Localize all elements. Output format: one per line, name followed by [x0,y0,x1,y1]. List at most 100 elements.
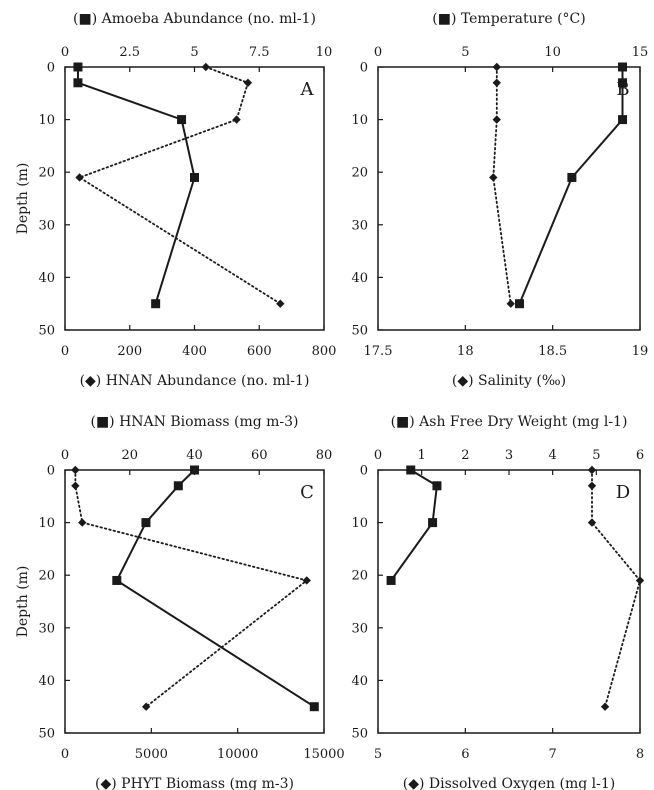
bottom-tick-label: 6 [461,747,469,762]
panel-letter: D [616,482,630,503]
top-tick-label: 20 [121,448,138,463]
top-tick-label: 10 [316,45,333,60]
top-axis-label: (■) HNAN Biomass (mg m-3) [90,414,298,430]
top-tick-label: 10 [544,45,561,60]
square-marker [386,575,396,585]
y-tick-label: 30 [38,218,55,233]
top-tick-label: 0 [61,45,69,60]
square-marker [567,172,577,182]
series-line-squares [390,469,438,582]
top-tick-label: 80 [316,448,333,463]
y-tick-label: 10 [351,113,368,128]
plot-frame [377,66,641,331]
y-tick-label: 10 [38,113,55,128]
y-tick-label: 0 [47,464,55,479]
top-tick-label: 15 [632,45,649,60]
top-tick-label: 5 [592,448,600,463]
diamond-marker [587,518,597,527]
y-tick-label: 30 [351,218,368,233]
top-tick-label: 60 [251,448,268,463]
square-marker [514,299,524,309]
diamond-marker [232,115,241,124]
y-axis-label: Depth (m) [15,566,31,638]
y-tick-label: 10 [351,516,368,531]
y-tick-label: 20 [38,569,55,584]
square-marker [618,115,628,125]
diamond-marker [489,173,498,182]
y-tick-label: 40 [351,271,368,286]
diamond-marker [587,481,597,490]
top-tick-label: 4 [549,448,557,463]
y-tick-label: 40 [38,674,55,689]
bottom-axis-label: (◆) Salinity (‰) [452,373,566,389]
diamond-marker [635,576,645,585]
bottom-tick-label: 200 [117,344,142,359]
plot-frame [377,469,641,734]
square-marker [432,481,442,491]
bottom-tick-label: 8 [636,747,644,762]
bottom-tick-label: 18 [457,344,474,359]
diamond-marker [587,465,597,475]
square-marker [190,465,199,475]
bottom-axis-label: (◆) Dissolved Oxygen (mg l-1) [403,776,615,790]
y-tick-label: 0 [47,61,55,76]
bottom-tick-label: 18.5 [538,344,567,359]
diamond-marker [75,173,84,182]
y-tick-label: 30 [351,621,368,636]
diamond-marker [492,78,501,87]
bottom-tick-label: 19 [632,344,649,359]
bottom-tick-label: 400 [182,344,207,359]
panel-d: 0 10 20 30 40 50 0 1 2 3 4 5 6 5 6 7 8 (■) Ash Free Dry W… [351,414,645,790]
y-tick-label: 0 [360,61,368,76]
series-line-diamonds [591,469,641,708]
diamond-marker [141,702,151,711]
panel-letter: A [300,79,315,100]
top-tick-label: 5 [461,45,469,60]
y-tick-label: 20 [351,569,368,584]
diamond-marker [243,78,253,87]
bottom-tick-label: 600 [247,344,272,359]
y-tick-label: 20 [351,166,368,181]
y-tick-label: 40 [38,271,55,286]
top-axis-label: (■) Amoeba Abundance (no. ml-1) [73,11,316,27]
series-line-squares [115,469,316,708]
top-tick-label: 7.5 [249,45,270,60]
square-marker [112,575,122,585]
diamond-marker [276,299,285,308]
plot-frame [64,469,325,734]
y-tick-label: 20 [38,166,55,181]
y-tick-label: 50 [351,727,368,742]
diamond-marker [506,299,515,308]
top-tick-label: 5 [190,45,198,60]
series-line-squares [518,66,624,305]
square-marker [428,518,438,528]
top-axis-label: (■) Ash Free Dry Weight (mg l-1) [391,414,628,430]
y-tick-label: 0 [360,464,368,479]
bottom-tick-label: 7 [549,747,557,762]
bottom-tick-label: 17.5 [364,344,393,359]
top-tick-label: 6 [636,448,644,463]
square-marker [173,481,183,491]
series-line-diamonds [74,469,309,708]
top-tick-label: 0 [374,448,382,463]
bottom-tick-label: 0 [61,344,69,359]
bottom-tick-label: 5 [374,747,382,762]
square-marker [73,62,83,72]
square-marker [73,78,83,88]
series-line-squares [77,66,196,305]
panel-letter: C [300,482,314,503]
y-tick-label: 50 [38,324,55,339]
top-tick-label: 2.5 [119,45,140,60]
y-tick-label: 50 [351,324,368,339]
square-marker [618,62,628,72]
bottom-tick-label: 5000 [135,747,168,762]
top-tick-label: 2 [461,448,469,463]
top-tick-label: 1 [418,448,426,463]
y-tick-label: 30 [38,621,55,636]
y-tick-label: 50 [38,727,55,742]
plot-frame [64,66,325,331]
diamond-marker [71,481,80,490]
diamond-marker [492,115,501,124]
square-marker [177,115,187,125]
